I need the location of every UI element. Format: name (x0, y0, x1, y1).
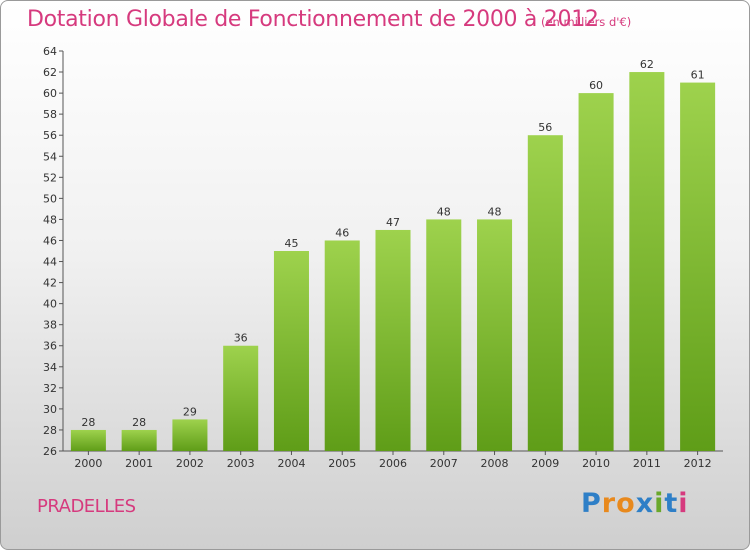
bar-2003 (223, 345, 259, 451)
y-tick-label: 60 (43, 87, 57, 100)
x-tick-label-2002: 2002 (176, 457, 204, 470)
x-tick-label-2000: 2000 (74, 457, 102, 470)
y-tick-label: 30 (43, 403, 57, 416)
x-tick-label-2011: 2011 (633, 457, 661, 470)
y-tick-label: 38 (43, 319, 57, 332)
x-tick-label-2010: 2010 (582, 457, 610, 470)
y-tick-label: 58 (43, 108, 57, 121)
bar-2010 (578, 93, 614, 452)
chart-title: Dotation Globale de Fonctionnement de 20… (27, 7, 599, 32)
data-label-2006: 47 (386, 216, 400, 229)
data-label-2012: 61 (691, 69, 705, 82)
x-tick-label-2003: 2003 (227, 457, 255, 470)
y-tick-label: 52 (43, 171, 57, 184)
x-tick-label-2009: 2009 (531, 457, 559, 470)
bar-2007 (426, 219, 462, 451)
y-tick-label: 32 (43, 382, 57, 395)
bar-2005 (324, 240, 360, 451)
x-tick-label-2008: 2008 (481, 457, 509, 470)
bar-2008 (477, 219, 513, 451)
data-label-2000: 28 (81, 416, 95, 429)
bar-2001 (121, 429, 157, 451)
bar-2004 (273, 251, 309, 451)
bar-2011 (629, 72, 665, 451)
data-label-2004: 45 (284, 237, 298, 250)
bar-2012 (680, 82, 716, 451)
x-tick-label-2006: 2006 (379, 457, 407, 470)
y-tick-label: 26 (43, 445, 57, 458)
y-tick-label: 54 (43, 150, 57, 163)
x-tick-label-2005: 2005 (328, 457, 356, 470)
logo-letter: P (581, 488, 602, 519)
chart-subtitle: (en milliers d'€) (541, 15, 632, 29)
data-label-2008: 48 (488, 205, 502, 218)
commune-name: PRADELLES (37, 496, 136, 517)
data-label-2005: 46 (335, 226, 349, 239)
y-tick-label: 40 (43, 298, 57, 311)
y-tick-label: 48 (43, 213, 57, 226)
data-label-2010: 60 (589, 79, 603, 92)
y-tick-label: 28 (43, 424, 57, 437)
y-tick-label: 50 (43, 192, 57, 205)
y-tick-label: 64 (43, 45, 57, 58)
y-tick-label: 56 (43, 129, 57, 142)
data-label-2007: 48 (437, 205, 451, 218)
data-label-2003: 36 (234, 332, 248, 345)
logo-letter: x (635, 488, 655, 519)
logo-letter: i (654, 488, 665, 519)
data-label-2002: 29 (183, 405, 197, 418)
bar-2002 (172, 419, 208, 451)
y-tick-label: 46 (43, 234, 57, 247)
logo-letter: o (616, 488, 636, 519)
data-label-2011: 62 (640, 58, 654, 71)
logo-letter: r (601, 488, 617, 519)
x-tick-label-2012: 2012 (684, 457, 712, 470)
x-tick-label-2007: 2007 (430, 457, 458, 470)
y-tick-label: 44 (43, 256, 57, 269)
bar-2000 (70, 429, 106, 451)
y-tick-label: 62 (43, 66, 57, 79)
data-label-2001: 28 (132, 416, 146, 429)
y-tick-label: 42 (43, 277, 57, 290)
x-tick-label-2001: 2001 (125, 457, 153, 470)
y-tick-label: 36 (43, 340, 57, 353)
bar-2006 (375, 229, 411, 451)
logo-letter: t (664, 488, 679, 519)
logo-letter: i (678, 488, 689, 519)
data-label-2009: 56 (538, 121, 552, 134)
bar-2009 (527, 135, 563, 452)
y-tick-label: 34 (43, 361, 57, 374)
x-tick-label-2004: 2004 (277, 457, 305, 470)
